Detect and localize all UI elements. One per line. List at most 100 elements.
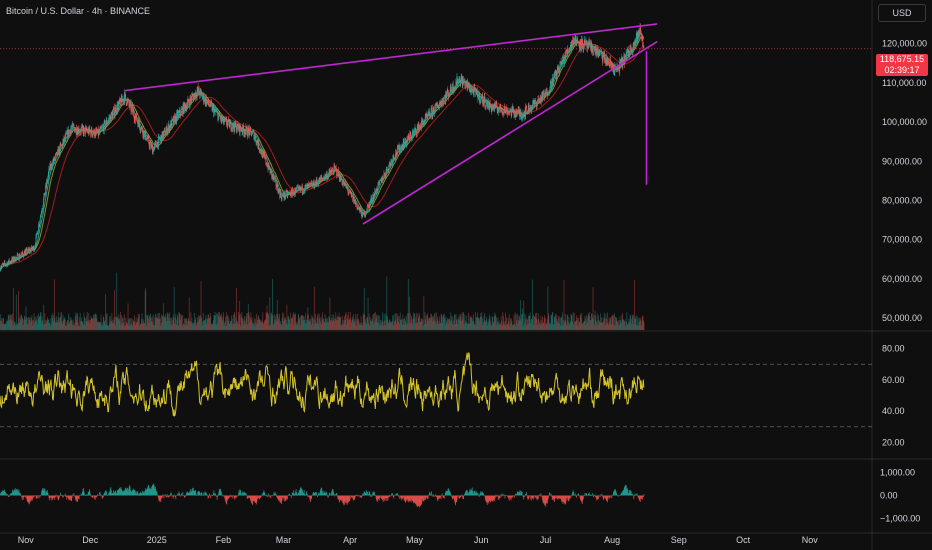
- candle-body: [116, 104, 118, 113]
- candle-body: [248, 128, 250, 131]
- volume-bar: [100, 314, 102, 330]
- histogram-bar: [391, 493, 393, 496]
- candle-body: [618, 67, 620, 73]
- volume-bar: [519, 320, 521, 330]
- volume-bar: [183, 318, 185, 330]
- volume-bar: [168, 312, 170, 330]
- volume-bar: [423, 295, 425, 330]
- histogram-bar: [188, 492, 190, 496]
- candle-body: [215, 111, 217, 113]
- candle-body: [550, 81, 552, 82]
- candle-body: [110, 116, 112, 122]
- candle-body: [57, 150, 58, 156]
- volume-bar: [125, 317, 127, 330]
- volume-bar: [578, 318, 579, 330]
- volume-bar: [69, 322, 70, 330]
- volume-bar: [208, 314, 209, 330]
- candle-body: [575, 35, 577, 45]
- volume-bar: [58, 317, 60, 330]
- candle-body: [347, 189, 349, 193]
- volume-bar: [286, 304, 288, 330]
- histogram-bar: [4, 491, 6, 496]
- histogram-bar: [502, 495, 504, 497]
- candle-body: [19, 254, 21, 258]
- histogram-bar: [120, 489, 121, 496]
- volume-bar: [256, 324, 258, 330]
- candle-body: [635, 40, 637, 42]
- histogram-bar: [161, 495, 163, 498]
- candle-body: [249, 127, 251, 129]
- histogram-bar: [334, 495, 336, 497]
- histogram-bar: [134, 490, 135, 496]
- currency-selector[interactable]: USD: [878, 4, 926, 22]
- candle-body: [46, 180, 48, 187]
- histogram-bar: [383, 495, 384, 500]
- histogram-bar: [592, 494, 594, 496]
- histogram-bar: [293, 493, 295, 496]
- volume-bar: [631, 314, 633, 330]
- candlesticks[interactable]: [0, 23, 645, 272]
- histogram-bar: [117, 490, 119, 496]
- candle-body: [82, 128, 84, 134]
- histogram-bar: [191, 489, 193, 496]
- histogram-bar: [552, 495, 554, 498]
- candle-body: [167, 127, 169, 132]
- histogram-bar: [51, 495, 53, 500]
- candle-body: [200, 91, 202, 94]
- trendlines[interactable]: [124, 23, 658, 225]
- volume-bar: [107, 324, 109, 330]
- candle-body: [133, 110, 135, 116]
- volume-bar: [328, 316, 330, 330]
- candle-body: [579, 39, 581, 48]
- histogram-bar: [538, 494, 540, 496]
- volume-bar: [284, 317, 286, 330]
- volume-bar: [452, 316, 454, 330]
- histogram-bar: [38, 495, 40, 499]
- volume-bar: [451, 324, 453, 330]
- volume-bar: [555, 313, 556, 330]
- candle-body: [95, 130, 96, 136]
- histogram-bar: [562, 495, 564, 504]
- candle-body: [47, 173, 49, 178]
- volume-bar: [274, 319, 276, 330]
- candle-body: [430, 115, 432, 118]
- candle-body: [152, 146, 153, 154]
- volume-bar: [194, 313, 195, 330]
- histogram-bar: [188, 492, 190, 496]
- candle-body: [357, 207, 359, 209]
- histogram-bar: [178, 494, 179, 496]
- volume-bar: [252, 323, 253, 330]
- histogram-bar: [36, 495, 38, 499]
- candle-body: [29, 249, 31, 252]
- candle-body: [574, 40, 575, 42]
- histogram-bar: [185, 494, 187, 496]
- candle-body: [602, 57, 603, 62]
- candle-body: [376, 188, 378, 192]
- histogram-bar: [387, 495, 389, 501]
- histogram-bar: [374, 491, 375, 496]
- histogram-bar: [312, 492, 314, 496]
- candle-body: [208, 103, 210, 105]
- candle-body: [24, 251, 26, 256]
- volume-bar: [456, 320, 458, 330]
- volume-bar: [409, 323, 411, 330]
- histogram-bar: [521, 491, 523, 496]
- histogram-bar: [232, 495, 234, 496]
- candle-body: [491, 105, 493, 108]
- histogram-bar: [109, 491, 111, 496]
- histogram-bar: [159, 495, 161, 501]
- histogram-bar: [156, 491, 157, 496]
- histogram-bar: [55, 495, 56, 498]
- candle-body: [433, 113, 435, 114]
- volume-bar: [323, 322, 325, 330]
- histogram-bar: [166, 495, 168, 498]
- candle-body: [499, 103, 501, 107]
- volume-bar: [491, 325, 492, 330]
- histogram-bar: [81, 494, 83, 496]
- histogram-bar: [360, 495, 361, 498]
- histogram-bar: [492, 495, 494, 502]
- candle-body: [451, 91, 453, 93]
- candle-body: [549, 81, 551, 90]
- volume-bar: [114, 325, 116, 330]
